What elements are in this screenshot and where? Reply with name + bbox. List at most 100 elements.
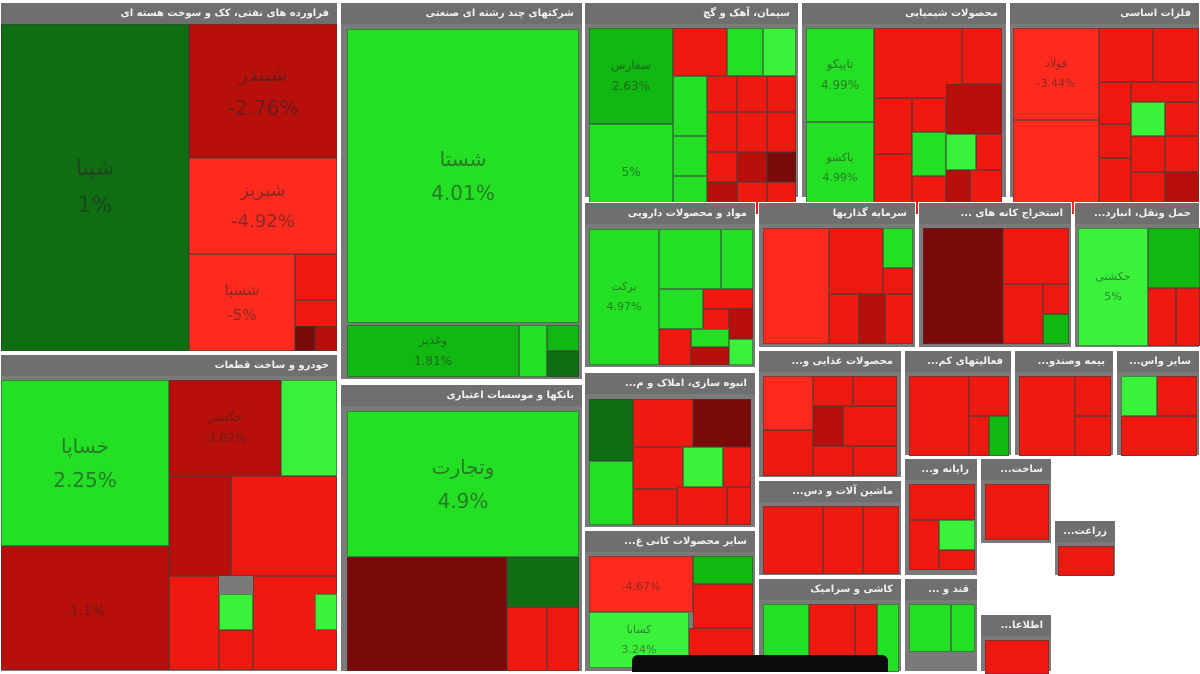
stock-tile[interactable]	[707, 112, 737, 152]
stock-tile[interactable]: -4.67%	[589, 556, 693, 612]
stock-tile[interactable]	[985, 640, 1049, 674]
stock-tile[interactable]	[909, 376, 969, 456]
stock-tile[interactable]	[909, 520, 939, 570]
stock-tile[interactable]	[813, 446, 853, 476]
stock-tile[interactable]	[693, 556, 753, 584]
stock-tile[interactable]	[823, 506, 863, 574]
stock-tile[interactable]	[763, 506, 823, 574]
stock-tile[interactable]	[677, 487, 727, 525]
stock-tile[interactable]	[829, 228, 883, 294]
stock-tile[interactable]	[951, 604, 975, 652]
stock-tile[interactable]	[231, 476, 337, 576]
stock-tile[interactable]	[295, 326, 315, 351]
stock-tile[interactable]	[723, 447, 751, 487]
stock-tile[interactable]	[1013, 120, 1099, 214]
stock-tile[interactable]	[707, 76, 737, 112]
stock-tile[interactable]	[727, 28, 763, 76]
stock-tile[interactable]	[939, 520, 975, 550]
stock-tile[interactable]	[737, 76, 767, 112]
stock-tile[interactable]	[1176, 288, 1200, 346]
stock-tile[interactable]	[1131, 82, 1199, 102]
stock-tile[interactable]	[673, 76, 707, 136]
stock-tile[interactable]	[547, 607, 579, 671]
stock-tile[interactable]: شسپا -5%	[189, 254, 295, 351]
stock-tile[interactable]	[969, 416, 989, 456]
stock-tile[interactable]	[1019, 376, 1075, 456]
stock-tile[interactable]	[946, 134, 976, 170]
stock-tile[interactable]: برکت 4.97%	[589, 229, 659, 365]
stock-tile[interactable]	[863, 506, 899, 574]
stock-tile[interactable]	[659, 329, 691, 365]
stock-tile[interactable]	[721, 229, 753, 289]
stock-tile[interactable]	[547, 325, 579, 351]
stock-tile[interactable]	[507, 607, 547, 671]
stock-tile[interactable]: پاکشو 4.99%	[806, 122, 874, 214]
stock-tile[interactable]: فولاد -3.44%	[1013, 28, 1099, 120]
stock-tile[interactable]	[281, 380, 337, 476]
stock-tile[interactable]: شبریز -4.92%	[189, 158, 337, 254]
stock-tile[interactable]	[883, 268, 913, 294]
stock-tile[interactable]	[519, 325, 547, 377]
stock-tile[interactable]	[883, 228, 913, 268]
stock-tile[interactable]	[169, 476, 231, 576]
stock-tile[interactable]	[763, 228, 829, 344]
stock-tile[interactable]: شپنا 1%	[1, 24, 189, 351]
stock-tile[interactable]	[507, 557, 579, 607]
stock-tile[interactable]	[703, 289, 753, 309]
stock-tile[interactable]	[633, 447, 683, 489]
stock-tile[interactable]	[912, 98, 946, 132]
stock-tile[interactable]	[347, 557, 507, 671]
stock-tile[interactable]	[589, 461, 633, 525]
stock-tile[interactable]	[763, 28, 796, 76]
stock-tile[interactable]: تاپیکو 4.99%	[806, 28, 874, 122]
stock-tile[interactable]: وتجارت 4.9%	[347, 411, 579, 557]
stock-tile[interactable]	[909, 604, 951, 652]
stock-tile[interactable]	[1165, 136, 1199, 172]
stock-tile[interactable]	[295, 254, 337, 300]
stock-tile[interactable]	[859, 294, 885, 344]
stock-tile[interactable]	[969, 376, 1009, 416]
stock-tile[interactable]	[885, 294, 913, 344]
stock-tile[interactable]	[673, 28, 727, 76]
stock-tile[interactable]	[693, 584, 753, 628]
stock-tile[interactable]	[707, 152, 737, 182]
stock-tile[interactable]	[683, 447, 723, 487]
stock-tile[interactable]: خگستر -3.02%	[169, 380, 281, 476]
stock-tile[interactable]	[633, 489, 677, 525]
stock-tile[interactable]	[843, 406, 897, 446]
stock-tile[interactable]	[693, 399, 751, 447]
stock-tile[interactable]	[1157, 376, 1197, 416]
stock-tile[interactable]	[1099, 28, 1153, 82]
stock-tile[interactable]	[763, 376, 813, 430]
stock-tile[interactable]: حکشتی 5%	[1078, 228, 1148, 346]
stock-tile[interactable]	[1131, 102, 1165, 136]
stock-tile[interactable]	[853, 376, 897, 406]
stock-tile[interactable]: خساپا 2.25%	[1, 380, 169, 546]
stock-tile[interactable]	[939, 550, 975, 570]
stock-tile[interactable]: 5%	[589, 124, 673, 214]
stock-tile[interactable]	[1043, 284, 1069, 314]
stock-tile[interactable]	[169, 576, 219, 670]
stock-tile[interactable]	[633, 399, 693, 447]
stock-tile[interactable]	[1003, 284, 1043, 344]
stock-tile[interactable]	[727, 487, 751, 525]
stock-tile[interactable]	[219, 630, 253, 670]
stock-tile[interactable]	[989, 416, 1009, 456]
stock-tile[interactable]	[1043, 314, 1069, 344]
stock-tile[interactable]	[767, 76, 796, 112]
stock-tile[interactable]: شبندر -2.76%	[189, 24, 337, 158]
stock-tile[interactable]	[909, 484, 975, 520]
stock-tile[interactable]: وغدیر 1.81%	[347, 325, 519, 377]
stock-tile[interactable]	[1153, 28, 1199, 82]
stock-tile[interactable]	[853, 446, 897, 476]
stock-tile[interactable]	[767, 152, 796, 182]
stock-tile[interactable]	[1003, 228, 1069, 284]
stock-tile[interactable]	[315, 326, 337, 351]
stock-tile[interactable]	[737, 152, 767, 182]
stock-tile[interactable]	[1075, 376, 1111, 416]
stock-tile[interactable]	[659, 289, 703, 329]
stock-tile[interactable]	[729, 309, 753, 339]
stock-tile[interactable]	[1148, 288, 1176, 346]
stock-tile[interactable]	[813, 406, 843, 446]
stock-tile[interactable]	[1131, 136, 1165, 172]
